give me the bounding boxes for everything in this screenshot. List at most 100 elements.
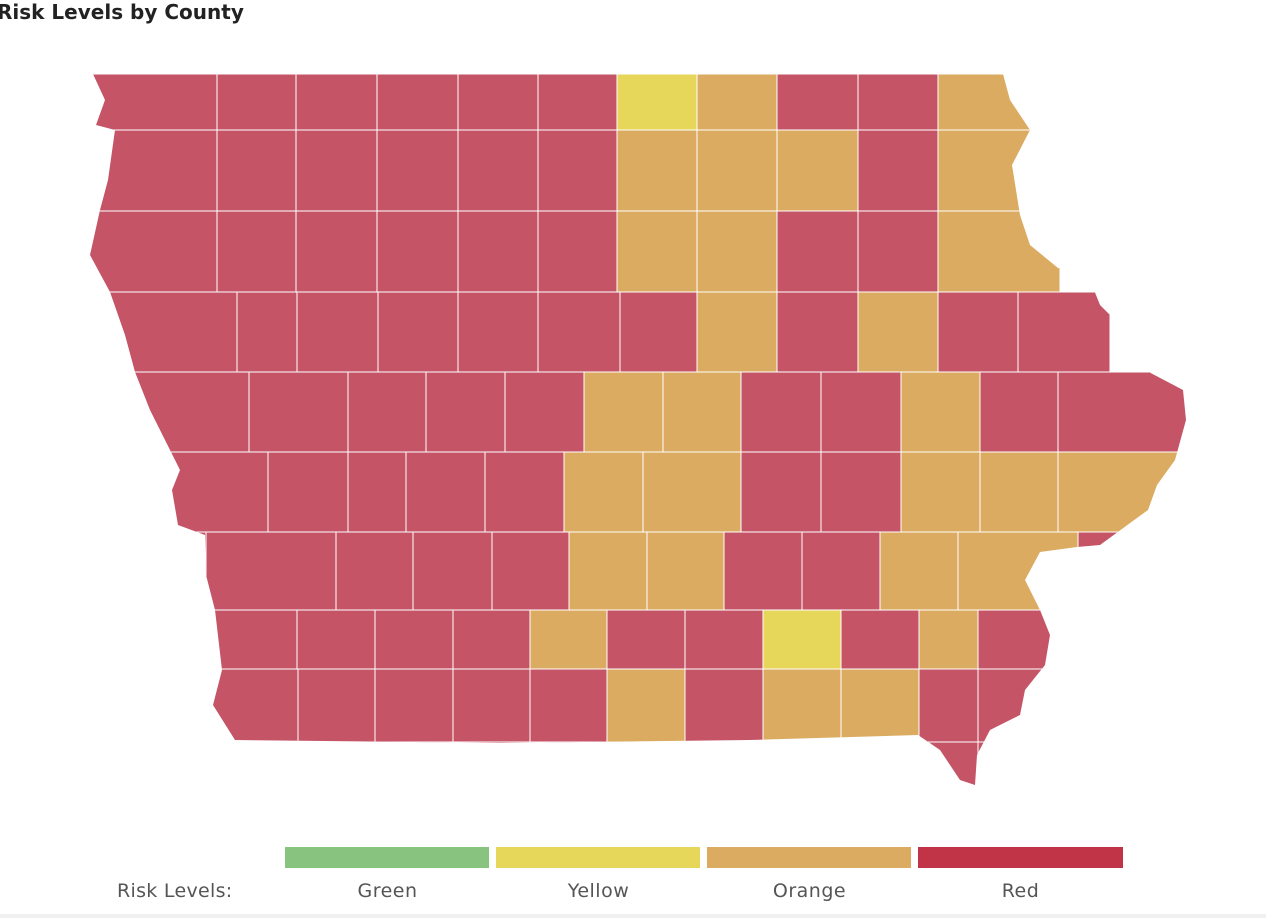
- county-red: [267, 451, 349, 533]
- county-orange: [937, 74, 1041, 131]
- county-orange: [1057, 451, 1186, 533]
- county-red: [857, 210, 939, 293]
- county-orange: [857, 291, 939, 373]
- county-red: [684, 668, 764, 743]
- county-red: [90, 668, 299, 743]
- county-red: [857, 129, 939, 212]
- county-red: [90, 291, 238, 373]
- county-red: [684, 741, 764, 785]
- county-red: [504, 371, 585, 453]
- county-red: [216, 74, 297, 131]
- county-red: [606, 609, 686, 670]
- county-red: [918, 668, 979, 743]
- county-red: [537, 129, 618, 212]
- county-red: [374, 609, 454, 670]
- county-red: [684, 609, 764, 670]
- county-red: [377, 291, 459, 373]
- legend-label-green: Green: [357, 880, 418, 902]
- county-red: [452, 609, 531, 670]
- county-red: [347, 451, 407, 533]
- county-orange: [918, 609, 979, 670]
- county-orange: [696, 210, 778, 293]
- county-red: [937, 291, 1019, 373]
- county-red: [484, 451, 565, 533]
- county-red: [295, 129, 378, 212]
- county-orange: [662, 371, 742, 453]
- county-red: [1017, 291, 1111, 373]
- county-red: [776, 291, 859, 373]
- county-red: [374, 668, 454, 743]
- county-orange: [696, 129, 778, 212]
- county-red: [236, 291, 298, 373]
- county-orange: [762, 668, 842, 743]
- county-red: [457, 74, 539, 131]
- county-red: [90, 210, 218, 293]
- county-red: [1077, 531, 1186, 611]
- county-red: [296, 291, 379, 373]
- county-red: [90, 74, 218, 131]
- county-red: [216, 210, 297, 293]
- county-red: [740, 371, 822, 453]
- county-red: [90, 531, 207, 611]
- county-red: [820, 371, 902, 453]
- county-red: [1057, 371, 1186, 453]
- county-red: [740, 451, 822, 533]
- county-red: [335, 531, 414, 611]
- county-orange: [583, 371, 664, 453]
- county-red: [405, 451, 486, 533]
- county-orange: [776, 129, 859, 212]
- county-orange: [616, 210, 698, 293]
- county-orange: [979, 451, 1059, 533]
- county-red: [90, 371, 250, 453]
- county-orange: [879, 531, 959, 611]
- county-red: [537, 74, 618, 131]
- county-red: [857, 74, 939, 131]
- county-red: [457, 129, 539, 212]
- map-title: Risk Levels by County: [0, 0, 244, 24]
- legend-swatch-green: [285, 847, 489, 868]
- county-red: [840, 609, 920, 670]
- legend-swatch-red: [918, 847, 1123, 868]
- county-red: [376, 210, 459, 293]
- legend-label-yellow: Yellow: [567, 880, 630, 902]
- county-red: [376, 74, 459, 131]
- county-red: [90, 451, 269, 533]
- county-grid: [90, 74, 1186, 785]
- county-red: [425, 371, 506, 453]
- county-orange: [646, 531, 725, 611]
- county-red: [529, 668, 608, 743]
- county-red: [90, 741, 301, 785]
- county-red: [528, 741, 608, 785]
- county-orange: [937, 210, 1061, 293]
- county-red: [412, 531, 493, 611]
- county-red: [452, 668, 531, 743]
- county-red: [90, 609, 298, 670]
- county-orange: [840, 668, 920, 743]
- legend-title: Risk Levels:: [117, 880, 233, 902]
- county-red: [820, 451, 902, 533]
- county-red: [723, 531, 803, 611]
- county-orange: [762, 741, 842, 785]
- county-orange: [606, 668, 686, 743]
- county-red: [248, 371, 349, 453]
- county-orange: [563, 451, 644, 533]
- county-red: [451, 741, 530, 785]
- county-red: [297, 668, 376, 743]
- legend-label-orange: Orange: [772, 880, 847, 902]
- county-red: [295, 210, 378, 293]
- county-red: [619, 291, 698, 373]
- county-red: [977, 668, 1061, 743]
- county-red: [801, 531, 881, 611]
- county-orange: [957, 531, 1079, 611]
- county-red: [296, 609, 376, 670]
- county-orange: [568, 531, 648, 611]
- county-red: [295, 74, 378, 131]
- county-orange: [900, 451, 981, 533]
- county-red: [606, 741, 686, 785]
- county-red: [90, 129, 218, 212]
- county-red: [537, 210, 618, 293]
- county-yellow: [616, 74, 698, 131]
- county-yellow: [762, 609, 842, 670]
- county-red: [216, 129, 297, 212]
